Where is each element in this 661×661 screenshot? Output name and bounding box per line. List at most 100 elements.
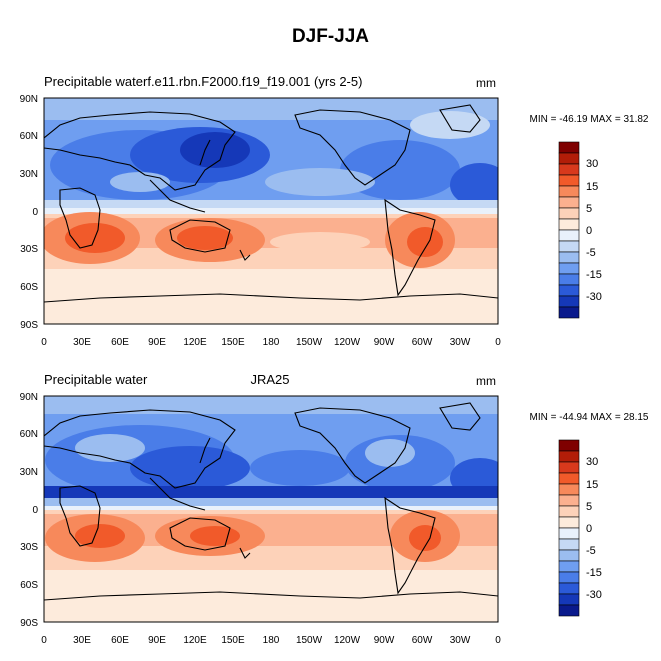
colorbar-swatch xyxy=(558,295,580,308)
map-frame xyxy=(43,97,499,325)
colorbar-swatch xyxy=(558,251,580,264)
figure-title: DJF-JJA xyxy=(291,26,370,47)
lon-axis: 0 30E 60E 90E 120E 150E 180 150W 120W 90… xyxy=(41,635,501,646)
lon-tick-label: 0 xyxy=(495,635,501,646)
lat-tick-label: 30N xyxy=(20,467,38,478)
colorbar-label: 5 xyxy=(586,203,592,215)
panel-center-title: JRA25 xyxy=(250,372,289,387)
coastlines xyxy=(44,104,498,303)
lon-tick-label: 0 xyxy=(41,635,47,646)
lon-tick-label: 30W xyxy=(450,635,471,646)
lon-tick-label: 180 xyxy=(263,337,280,348)
lon-tick-label: 30W xyxy=(450,337,471,348)
lon-tick-label: 90E xyxy=(148,337,166,348)
map-panel-model: Precipitable waterf.e11.rbn.F2000.f19_f1… xyxy=(20,74,649,348)
colorbar-swatch xyxy=(558,527,580,540)
colorbar-swatch xyxy=(558,185,580,198)
lat-tick-label: 90N xyxy=(20,392,38,403)
lat-tick-label: 30N xyxy=(20,169,38,180)
lon-tick-label: 0 xyxy=(495,337,501,348)
colorbar-swatch xyxy=(558,549,580,562)
panel-left-title: Precipitable waterf.e11.rbn.F2000.f19_f1… xyxy=(44,74,362,89)
lon-tick-label: 180 xyxy=(263,635,280,646)
colorbar-swatch xyxy=(558,163,580,176)
lon-tick-label: 120W xyxy=(334,337,361,348)
colorbar-swatch xyxy=(558,472,580,485)
lat-tick-label: 60N xyxy=(20,131,38,142)
colorbar xyxy=(558,439,580,617)
lat-tick-label: 60N xyxy=(20,429,38,440)
colorbar-swatch xyxy=(558,262,580,275)
colorbar-swatch xyxy=(558,306,580,319)
lon-tick-label: 150W xyxy=(296,635,323,646)
colorbar-swatch xyxy=(558,450,580,463)
colorbar-swatch xyxy=(558,284,580,297)
colorbar-label: 5 xyxy=(586,501,592,513)
colorbar-swatch xyxy=(558,174,580,187)
map-panel-jra25: Precipitable water JRA25 mm MIN = -44.94… xyxy=(20,372,649,646)
lon-tick-label: 60W xyxy=(412,635,433,646)
map-frame xyxy=(43,395,499,623)
colorbar-swatch xyxy=(558,218,580,231)
lon-tick-label: 0 xyxy=(41,337,47,348)
colorbar-label: 15 xyxy=(586,181,598,193)
lon-tick-label: 150E xyxy=(221,635,245,646)
lat-tick-label: 0 xyxy=(32,207,38,218)
lon-tick-label: 120E xyxy=(183,635,207,646)
colorbar-swatch xyxy=(558,516,580,529)
lat-axis: 90N 60N 30N 0 30S 60S 90S xyxy=(20,94,39,331)
coastlines xyxy=(44,402,498,601)
panel-units: mm xyxy=(476,76,496,90)
colorbar-labels: 30 15 5 0 -5 -15 -30 xyxy=(586,456,602,601)
colorbar-label: 30 xyxy=(586,456,598,468)
colorbar-label: 15 xyxy=(586,479,598,491)
lon-axis: 0 30E 60E 90E 120E 150E 180 150W 120W 90… xyxy=(41,337,501,348)
colorbar-swatch xyxy=(558,582,580,595)
colorbar-label: -15 xyxy=(586,567,602,579)
lon-tick-label: 150E xyxy=(221,337,245,348)
colorbar-swatch xyxy=(558,483,580,496)
field-plot xyxy=(44,98,498,324)
colorbar-swatch xyxy=(558,196,580,209)
lon-tick-label: 60E xyxy=(111,635,129,646)
lon-tick-label: 30E xyxy=(73,635,91,646)
lat-tick-label: 30S xyxy=(20,542,38,553)
colorbar-swatch xyxy=(558,560,580,573)
panel-units: mm xyxy=(476,374,496,388)
colorbar-swatch xyxy=(558,273,580,286)
lon-tick-label: 120E xyxy=(183,337,207,348)
colorbar-label: 30 xyxy=(586,158,598,170)
colorbar-labels: 30 15 5 0 -5 -15 -30 xyxy=(586,158,602,303)
colorbar-swatch xyxy=(558,505,580,518)
colorbar-swatch xyxy=(558,229,580,242)
colorbar-swatch xyxy=(558,439,580,452)
lon-tick-label: 150W xyxy=(296,337,323,348)
colorbar-label: -5 xyxy=(586,247,596,259)
lon-tick-label: 60E xyxy=(111,337,129,348)
lat-tick-label: 0 xyxy=(32,505,38,516)
colorbar-label: -30 xyxy=(586,589,602,601)
colorbar xyxy=(558,141,580,319)
colorbar-swatch xyxy=(558,152,580,165)
lon-tick-label: 90E xyxy=(148,635,166,646)
lat-tick-label: 30S xyxy=(20,244,38,255)
colorbar-swatch xyxy=(558,494,580,507)
lon-tick-label: 60W xyxy=(412,337,433,348)
colorbar-label: -15 xyxy=(586,269,602,281)
lat-tick-label: 90S xyxy=(20,320,38,331)
colorbar-swatch xyxy=(558,207,580,220)
panel-left-title: Precipitable water xyxy=(44,372,148,387)
colorbar-swatch xyxy=(558,593,580,606)
colorbar-label: 0 xyxy=(586,225,592,237)
colorbar-swatch xyxy=(558,141,580,154)
lat-tick-label: 60S xyxy=(20,282,38,293)
colorbar-label: -5 xyxy=(586,545,596,557)
colorbar-swatch xyxy=(558,604,580,617)
lat-tick-label: 90N xyxy=(20,94,38,105)
lon-tick-label: 120W xyxy=(334,635,361,646)
lon-tick-label: 90W xyxy=(374,635,395,646)
lat-tick-label: 60S xyxy=(20,580,38,591)
colorbar-label: -30 xyxy=(586,291,602,303)
colorbar-swatch xyxy=(558,538,580,551)
field-plot xyxy=(44,396,498,622)
